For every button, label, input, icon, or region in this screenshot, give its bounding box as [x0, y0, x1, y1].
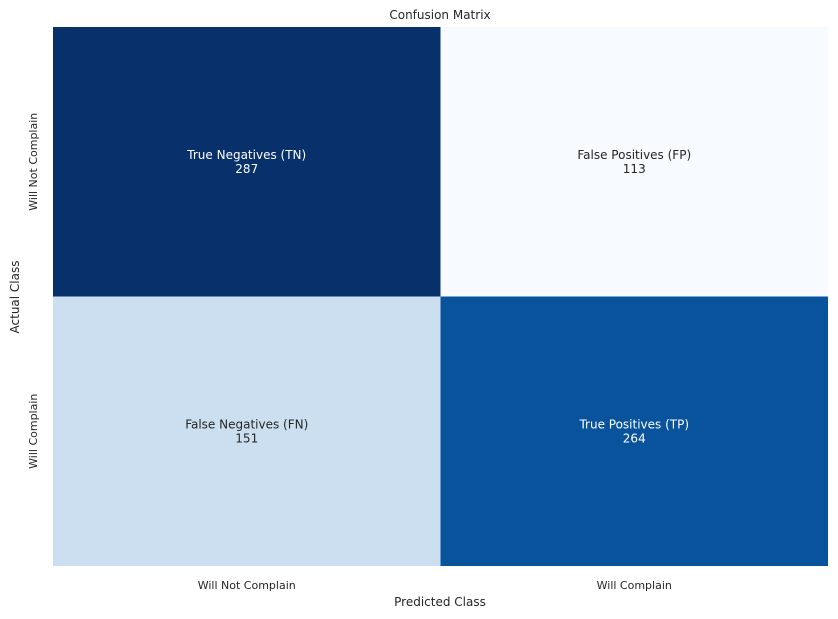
- x-tick-label: Will Complain: [597, 579, 672, 592]
- heatmap-cell: [440, 296, 828, 566]
- y-tick-label: Will Not Complain: [27, 113, 40, 211]
- y-tick-label: Will Complain: [27, 394, 40, 469]
- y-axis-title: Actual Class: [8, 261, 22, 334]
- cell-value: 264: [623, 431, 646, 445]
- cell-value: 151: [235, 431, 258, 445]
- cell-value: 113: [623, 162, 646, 176]
- heatmap-cell: [440, 27, 828, 297]
- x-tick-labels: Will Not Complain Will Complain: [198, 579, 672, 592]
- chart-title: Confusion Matrix: [389, 8, 490, 22]
- cell-label: False Positives (FP): [577, 148, 691, 162]
- cell-label: False Negatives (FN): [185, 417, 308, 431]
- heatmap-cells: True Negatives (TN)287 False Positives (F…: [53, 27, 828, 566]
- y-tick-labels: Will Not Complain Will Complain: [27, 113, 40, 469]
- heatmap-cell: [53, 296, 441, 566]
- cell-label: True Positives (TP): [578, 417, 689, 431]
- cell-value: 287: [235, 162, 258, 176]
- x-axis-title: Predicted Class: [394, 595, 486, 609]
- heatmap-cell: [53, 27, 441, 297]
- x-tick-label: Will Not Complain: [198, 579, 296, 592]
- cell-label: True Negatives (TN): [186, 148, 306, 162]
